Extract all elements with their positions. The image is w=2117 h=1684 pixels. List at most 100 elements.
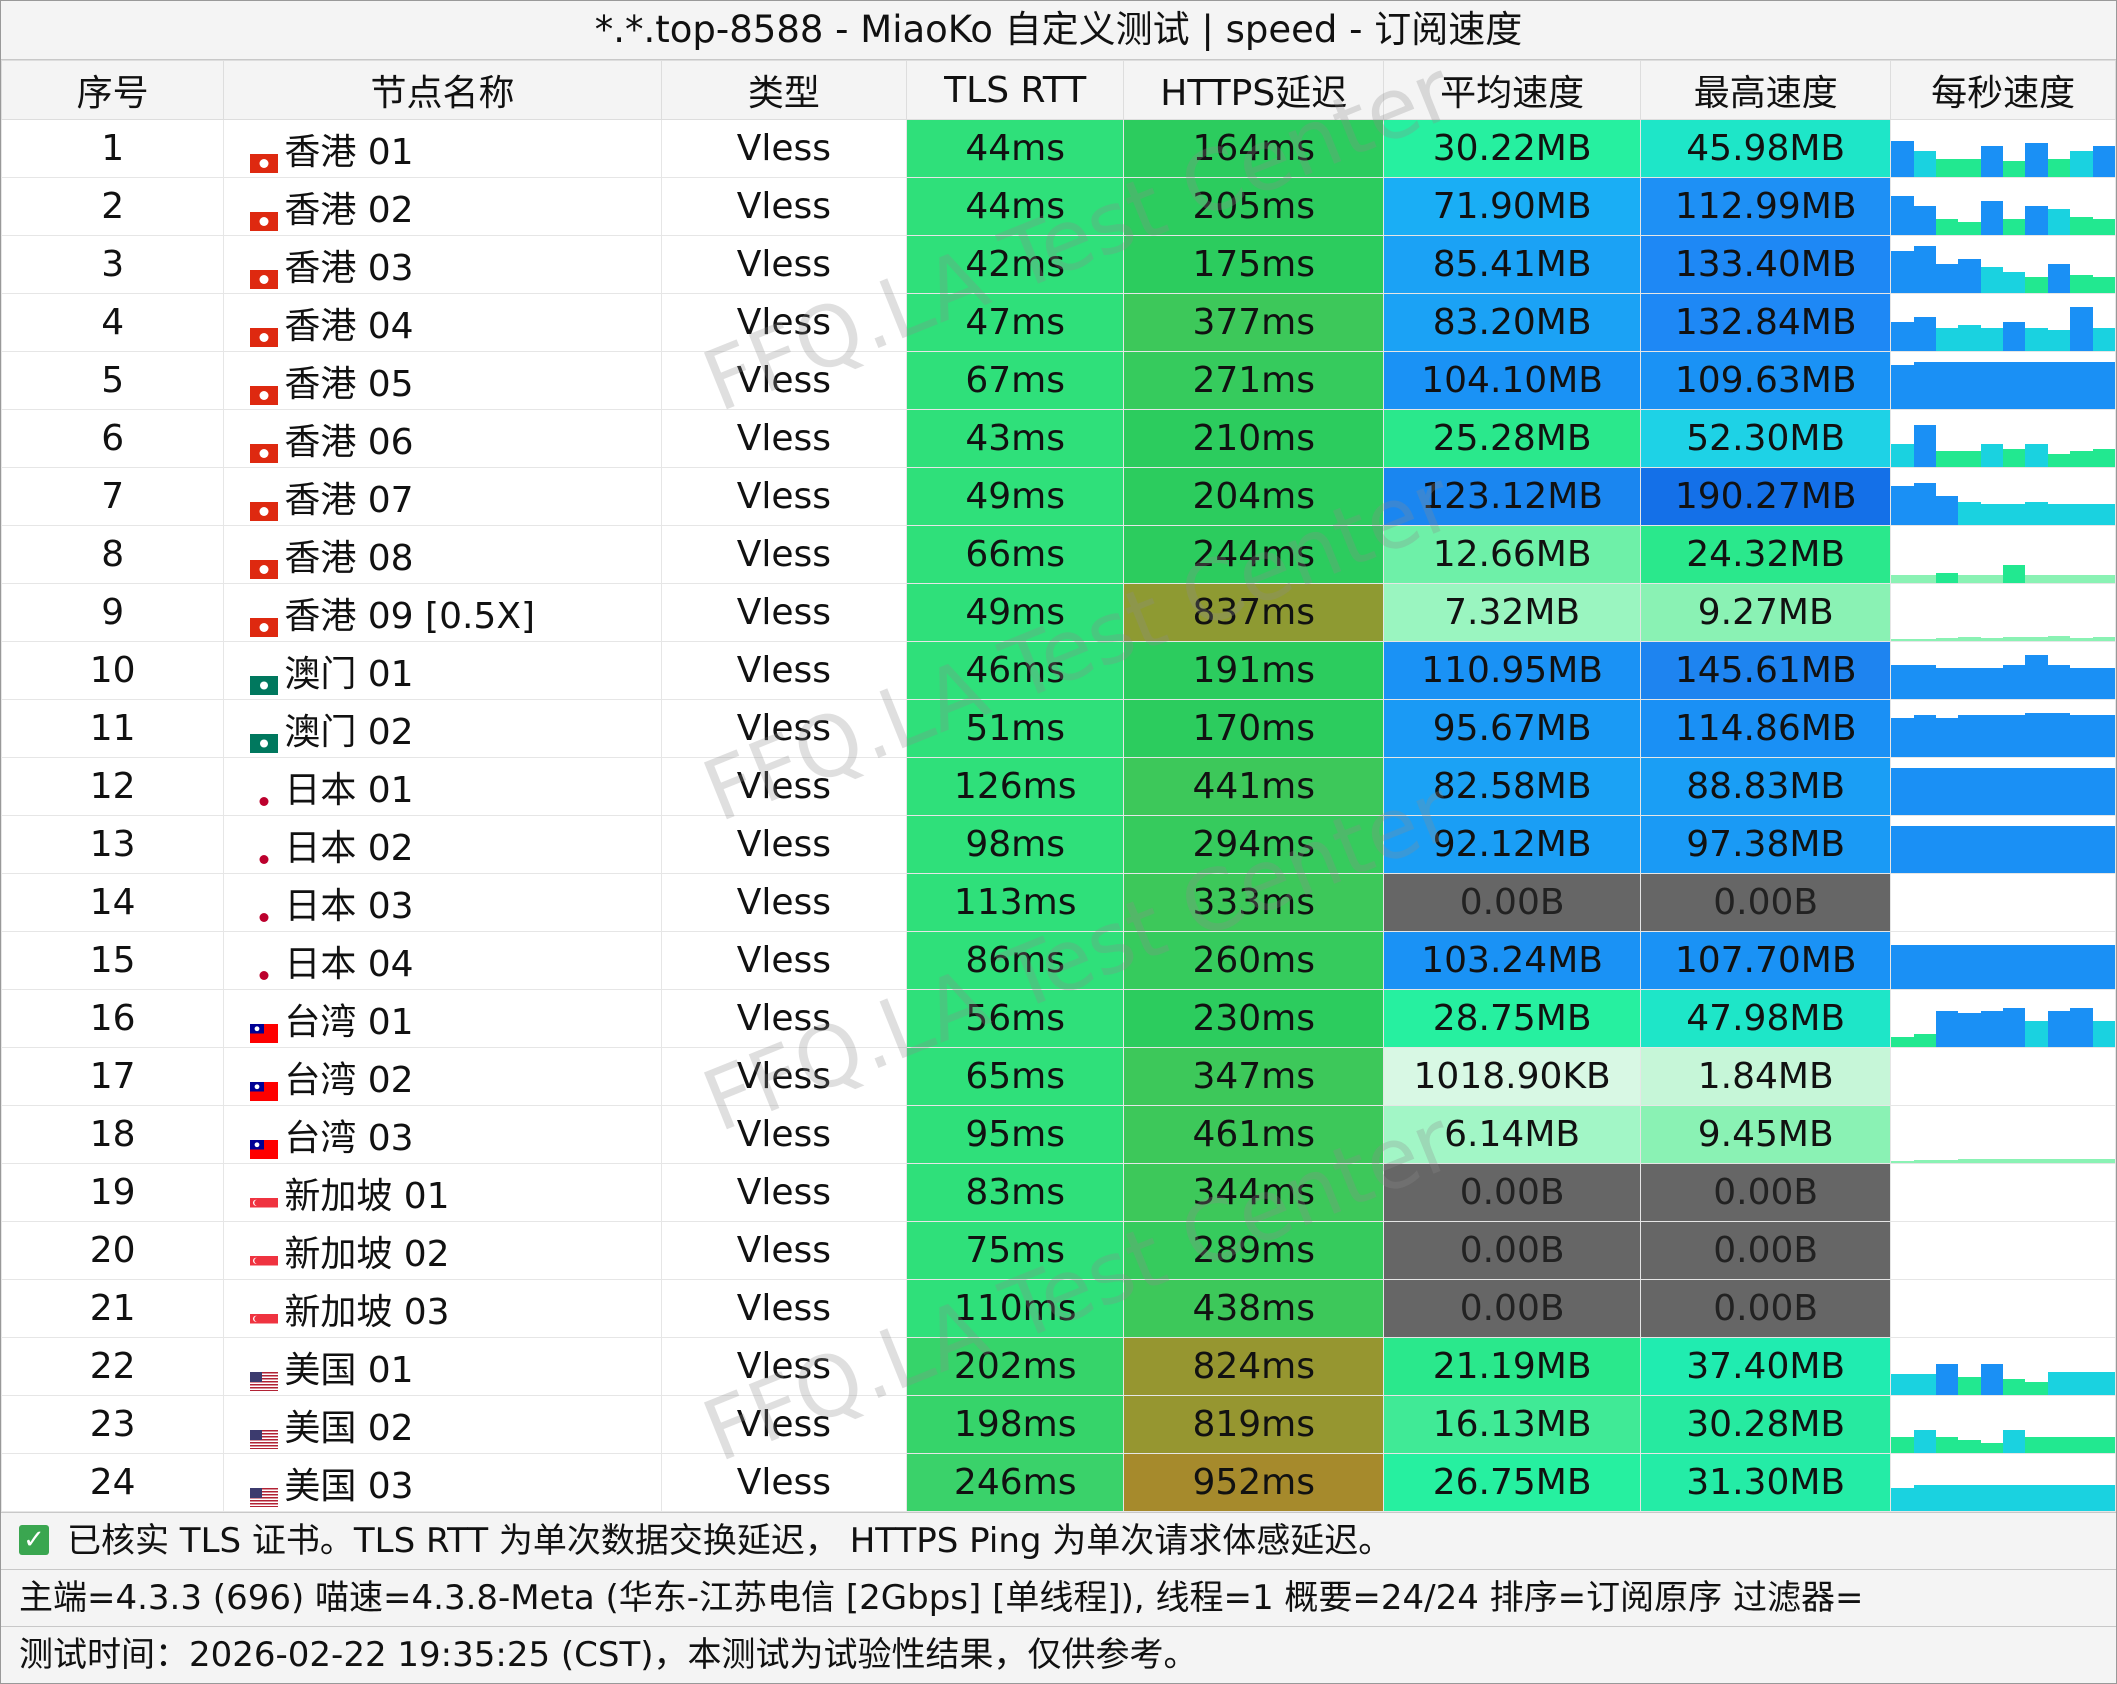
tls-rtt: 51ms xyxy=(905,699,1125,758)
speed-bar xyxy=(1935,451,1959,467)
speed-bar xyxy=(1891,944,1914,989)
table-row: 2 香港 02 Vless 44ms 205ms 71.90MB 112.99MB xyxy=(0,177,2116,236)
speed-bar xyxy=(2047,635,2071,641)
speed-bar xyxy=(2070,1485,2093,1511)
speed-bar xyxy=(2003,1008,2026,1047)
tls-rtt: 42ms xyxy=(905,235,1125,294)
speed-bar xyxy=(2003,504,2026,525)
https-latency: 824ms xyxy=(1123,1337,1385,1396)
speed-bar xyxy=(1913,1374,1936,1395)
speed-bar xyxy=(1980,1158,2004,1163)
node-name: 台湾 02 xyxy=(284,1059,414,1101)
speed-bar xyxy=(2092,667,2115,699)
node-name: 日本 04 xyxy=(284,943,414,985)
speed-bar xyxy=(2070,637,2093,641)
node-name-cell: 日本 02 xyxy=(223,815,662,874)
speed-bar xyxy=(1980,201,2004,235)
https-latency: 333ms xyxy=(1123,873,1385,932)
per-second-speed-chart xyxy=(1890,815,2116,874)
node-type: Vless xyxy=(660,177,907,236)
node-name: 香港 06 xyxy=(284,421,414,463)
speed-bar xyxy=(2003,322,2026,351)
speed-bar xyxy=(2047,665,2071,699)
speed-bar xyxy=(1891,1487,1914,1511)
speed-bar xyxy=(2025,654,2048,699)
speed-bar xyxy=(2003,362,2026,409)
max-speed: 97.38MB xyxy=(1640,815,1892,874)
tls-rtt: 198ms xyxy=(905,1395,1125,1454)
node-name: 台湾 01 xyxy=(284,1001,414,1043)
per-second-speed-chart xyxy=(1890,409,2116,468)
speed-bar xyxy=(1958,222,1981,235)
speed-bar xyxy=(2025,1158,2048,1163)
flag-hk-icon xyxy=(250,199,279,231)
https-latency: 244ms xyxy=(1123,525,1385,584)
table-row: 13 日本 02 Vless 98ms 294ms 92.12MB 97.38MB xyxy=(0,815,2116,874)
max-speed: 133.40MB xyxy=(1640,235,1892,294)
node-type: Vless xyxy=(660,525,907,584)
https-latency: 837ms xyxy=(1123,583,1385,642)
speed-bar xyxy=(2047,454,2071,467)
row-index: 20 xyxy=(0,1221,225,1280)
table-row: 16 台湾 01 Vless 56ms 230ms 28.75MB 47.98MB xyxy=(0,989,2116,1048)
speed-bar xyxy=(1958,768,1981,815)
speed-bar xyxy=(2070,1371,2093,1395)
speed-bar xyxy=(1935,362,1959,409)
speed-bar xyxy=(2047,504,2071,525)
speed-bar xyxy=(2070,306,2093,351)
speed-bar xyxy=(2070,826,2093,873)
speed-bar xyxy=(1913,206,1936,235)
speed-bar xyxy=(1935,1437,1959,1453)
speed-bar xyxy=(2003,448,2026,467)
per-second-speed-chart xyxy=(1890,1047,2116,1106)
speed-bar xyxy=(1980,715,2004,757)
max-speed: 24.32MB xyxy=(1640,525,1892,584)
per-second-speed-chart xyxy=(1890,1221,2116,1280)
node-name-cell: 美国 03 xyxy=(223,1453,662,1512)
node-name-cell: 香港 02 xyxy=(223,177,662,236)
checkmark-icon: ✓ xyxy=(19,1524,49,1555)
speed-bar xyxy=(2092,768,2115,815)
node-name: 新加坡 02 xyxy=(284,1233,450,1275)
max-speed: 0.00B xyxy=(1640,1279,1892,1338)
test-time-line: 测试时间：2026-02-22 19:35:25 (CST)，本测试为试验性结果… xyxy=(1,1626,2116,1683)
speed-bar xyxy=(1958,1158,1981,1163)
speed-bar xyxy=(1958,667,1981,699)
https-latency: 461ms xyxy=(1123,1105,1385,1164)
speed-bar xyxy=(1958,259,1981,293)
max-speed: 0.00B xyxy=(1640,1221,1892,1280)
speed-bar xyxy=(2047,362,2071,409)
speed-bar xyxy=(2092,826,2115,873)
speed-bar xyxy=(2047,264,2071,293)
per-second-speed-chart xyxy=(1890,293,2116,352)
speed-bar xyxy=(2025,327,2048,351)
row-index: 24 xyxy=(0,1453,225,1512)
node-name-cell: 台湾 02 xyxy=(223,1047,662,1106)
speed-bar xyxy=(1913,1159,1936,1163)
max-speed: 132.84MB xyxy=(1640,293,1892,352)
speed-bar xyxy=(1935,1363,1959,1395)
speed-bar xyxy=(1980,637,2004,641)
speed-bar xyxy=(2092,362,2115,409)
speed-bar xyxy=(2092,1021,2115,1047)
speed-bar xyxy=(1913,944,1936,989)
node-type: Vless xyxy=(660,235,907,294)
node-name-cell: 香港 04 xyxy=(223,293,662,352)
https-latency: 377ms xyxy=(1123,293,1385,352)
speed-bar xyxy=(2003,219,2026,235)
header-max-speed: 最高速度 xyxy=(1640,60,1892,120)
tls-rtt: 49ms xyxy=(905,467,1125,526)
per-second-speed-chart xyxy=(1890,351,2116,410)
speed-bar xyxy=(1958,826,1981,873)
speed-bar xyxy=(1935,219,1959,235)
node-name: 香港 09 [0.5X] xyxy=(284,595,536,637)
speed-bar xyxy=(1891,251,1914,293)
flag-us-icon xyxy=(250,1475,279,1507)
flag-us-icon xyxy=(250,1359,279,1391)
table-row: 6 香港 06 Vless 43ms 210ms 25.28MB 52.30MB xyxy=(0,409,2116,468)
https-latency: 170ms xyxy=(1123,699,1385,758)
speed-bar xyxy=(1935,327,1959,351)
speed-bar xyxy=(1958,1013,1981,1047)
node-type: Vless xyxy=(660,409,907,468)
speed-bar xyxy=(2092,277,2115,293)
